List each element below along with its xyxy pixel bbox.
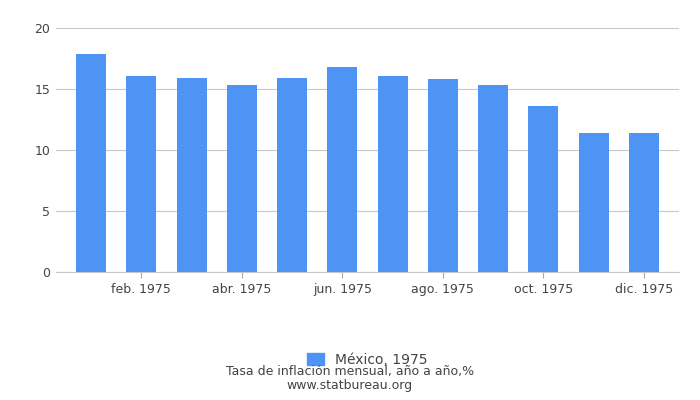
Bar [176,78,206,272]
Bar [478,85,508,272]
Text: Tasa de inflación mensual, año a año,%: Tasa de inflación mensual, año a año,% [226,366,474,378]
Text: www.statbureau.org: www.statbureau.org [287,380,413,392]
Bar [629,133,659,272]
Bar [528,106,559,272]
Bar [328,67,358,272]
Bar [428,79,458,272]
Bar [578,133,609,272]
Legend: México, 1975: México, 1975 [302,347,433,372]
Bar [277,78,307,272]
Bar [126,76,157,272]
Bar [76,54,106,272]
Bar [377,76,407,272]
Bar [227,85,257,272]
